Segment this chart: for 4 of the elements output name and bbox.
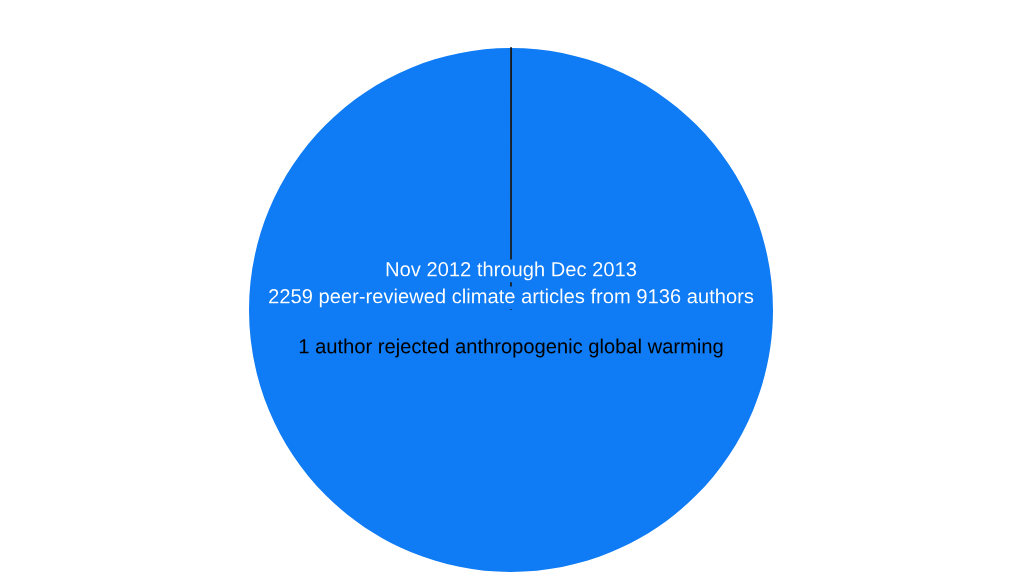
- pie-slice: [249, 48, 773, 572]
- text: 2259 peer-reviewed climate articles from 9136 authors: [269, 288, 754, 308]
- text: 1 author rejected anthropogenic global warming: [299, 338, 723, 358]
- text: Nov 2012 through Dec 2013: [386, 261, 637, 281]
